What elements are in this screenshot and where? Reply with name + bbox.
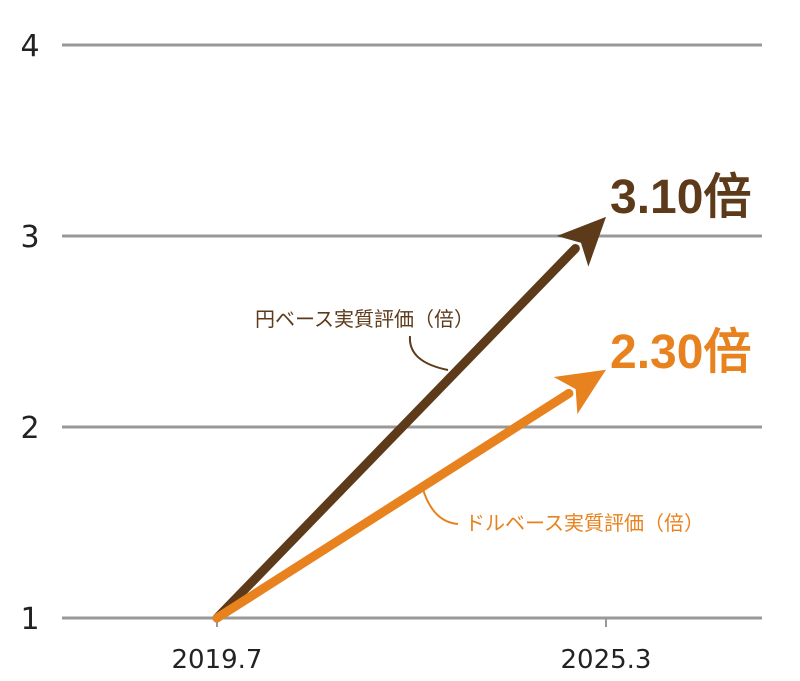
series-arrowhead-1	[553, 369, 606, 415]
y-tick-label: 2	[20, 411, 39, 446]
series-leader-line-0	[408, 335, 449, 371]
x-axis-ticks: 2019.7 2025.3	[172, 618, 652, 675]
y-axis-ticks: 1 2 3 4	[20, 29, 39, 637]
series-arrowhead-0	[556, 216, 606, 267]
y-tick-label: 4	[20, 29, 39, 64]
series-leader-line-1	[421, 485, 459, 525]
series-name-label: 円ベース実質評価（倍）	[255, 307, 474, 331]
gridlines	[62, 43, 762, 620]
series-line-1	[212, 388, 574, 623]
series-end-value-label: 3.10倍	[610, 171, 751, 224]
x-tick-label: 2019.7	[172, 645, 263, 675]
y-tick-label: 1	[20, 602, 39, 637]
y-tick-label: 3	[20, 220, 39, 255]
series-end-value-label: 2.30倍	[610, 326, 751, 379]
x-tick-label: 2025.3	[561, 645, 652, 675]
series-name-label: ドルベース実質評価（倍）	[465, 511, 704, 535]
series-line-0	[212, 243, 580, 623]
